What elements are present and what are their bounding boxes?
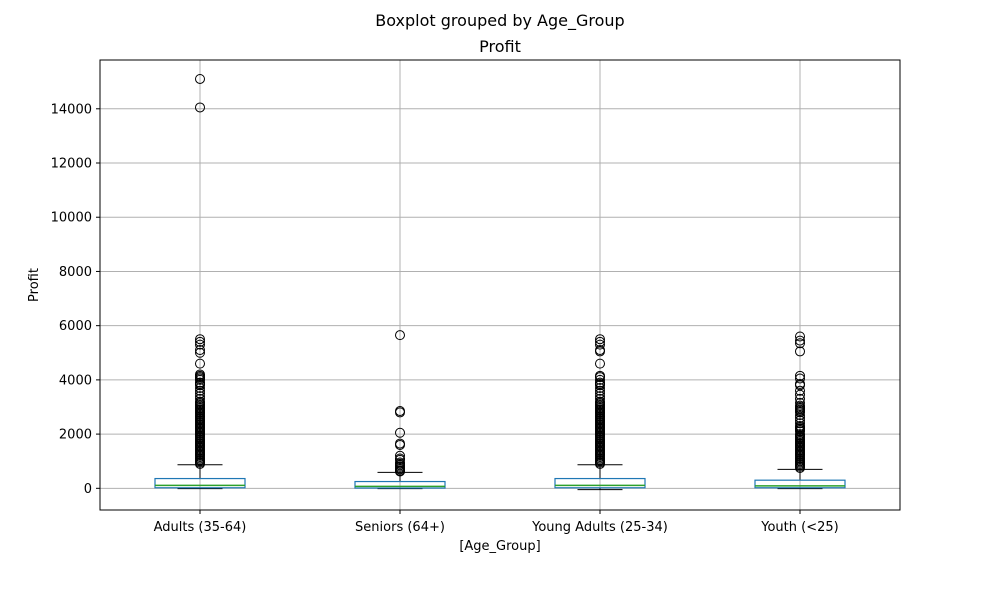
outlier-point [195,358,205,369]
box-group [354,330,446,490]
outlier-point [795,335,805,346]
outlier-point [195,347,205,358]
outlier-point [595,372,605,383]
outlier-point [395,427,405,438]
iqr-box [554,477,646,489]
outlier-point [195,345,205,356]
y-tick-label: 12000 [51,157,92,172]
outlier-point [195,383,205,394]
y-tick-label: 8000 [59,265,92,280]
outlier-point [195,458,205,469]
y-tick-label: 6000 [59,319,92,334]
outlier-point [195,339,205,350]
outlier-point [795,346,805,357]
outlier-point [595,334,605,345]
outlier-point [395,330,405,341]
y-tick-label: 10000 [51,211,92,226]
outlier-point [795,331,805,342]
outlier-point [795,410,805,421]
tick-layer: 0 2000 4000 6000 8000 10000 12000 14000 Adults (… [51,102,839,535]
x-tick-label: Adults (35-64) [154,520,247,535]
outlier-point [395,407,405,418]
outlier-point [595,358,605,369]
iqr-box [354,480,446,489]
iqr-box [754,479,846,489]
outlier-point [595,380,605,391]
x-tick-label: Youth (<25) [760,520,838,535]
outlier-point [795,418,805,429]
outlier-point [195,374,205,385]
iqr-box [154,477,246,489]
outlier-point [195,380,205,391]
outlier-point [195,336,205,347]
plot-area-frame [99,59,901,511]
outlier-point [595,374,605,385]
outlier-point [795,373,805,384]
x-tick-label: Young Adults (25-34) [531,520,668,535]
outlier-point [195,385,205,396]
outlier-point [595,346,605,357]
y-tick-label: 2000 [59,428,92,443]
outlier-point [595,385,605,396]
outlier-point [195,334,205,345]
x-tick-label: Seniors (64+) [355,520,445,535]
outlier-point [795,462,805,473]
chart-title: Profit [479,37,521,56]
outlier-point [595,458,605,469]
y-tick-label: 0 [84,482,92,497]
box-layer [154,73,846,491]
outlier-point [195,102,205,113]
y-tick-label: 4000 [59,373,92,388]
box-group [554,334,646,491]
outlier-point [795,389,805,400]
y-tick-label: 14000 [51,102,92,117]
outlier-point [195,73,205,84]
box-group [754,331,846,490]
x-axis-label: [Age_Group] [459,539,540,554]
outlier-point [595,339,605,350]
box-group [154,73,246,490]
outlier-point [795,407,805,418]
outlier-point [395,466,405,477]
figure-suptitle: Boxplot grouped by Age_Group [375,11,624,31]
outlier-point [395,439,405,450]
outlier-point [595,383,605,394]
grid-layer [100,60,900,510]
outlier-point [795,338,805,349]
outlier-point [795,385,805,396]
y-axis-label: Profit [27,268,42,302]
